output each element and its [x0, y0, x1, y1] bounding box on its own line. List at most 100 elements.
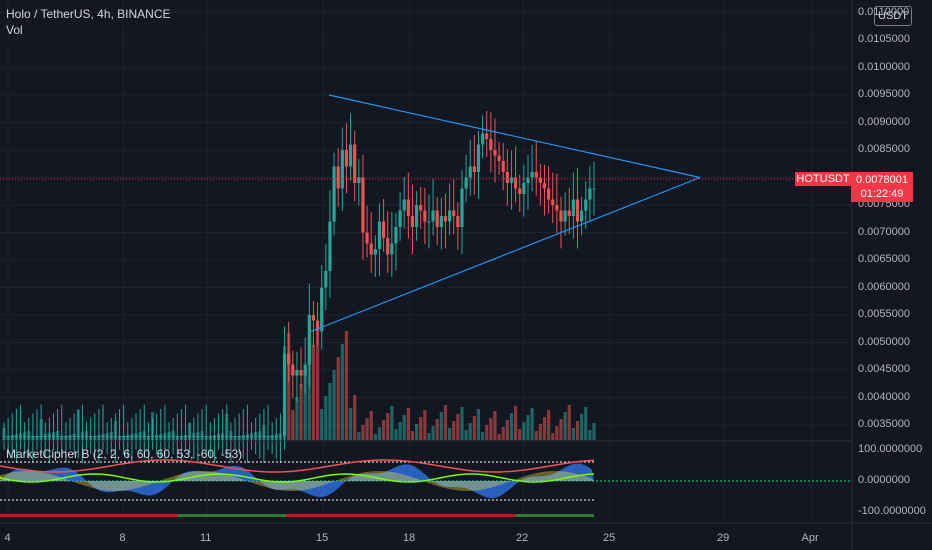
candle-body: [299, 370, 302, 376]
volume-bar: [485, 425, 488, 440]
volume-bar: [580, 414, 583, 440]
volume-bar: [592, 423, 595, 440]
indicator-tick-label: -100.0000000: [858, 505, 926, 517]
price-tick-label: 0.0055000: [858, 308, 910, 320]
candle-body: [233, 436, 236, 437]
candle-body: [407, 200, 410, 217]
candle-body: [295, 370, 298, 376]
candle-body: [452, 211, 455, 217]
candle-body: [502, 161, 505, 172]
candle-body: [493, 150, 496, 156]
volume-bar: [514, 406, 517, 440]
candle-body: [246, 436, 249, 437]
candle-body: [85, 436, 88, 437]
volume-bar: [444, 405, 447, 440]
candle-body: [217, 436, 220, 437]
candle-body: [444, 216, 447, 222]
candle-body: [489, 139, 492, 150]
candle-body: [192, 436, 195, 437]
time-tick-label: 29: [717, 532, 729, 544]
candle-body: [143, 436, 146, 437]
candle-body: [394, 227, 397, 244]
candle-body: [460, 189, 463, 228]
candle-body: [436, 211, 439, 228]
volume-bar: [407, 408, 410, 440]
candle-body: [60, 436, 63, 437]
volume-bar: [559, 419, 562, 440]
volume-bar: [320, 409, 323, 440]
volume-bar: [481, 432, 484, 440]
volume-bar: [390, 406, 393, 440]
chart-title: Holo / TetherUS, 4h, BINANCE: [6, 7, 171, 21]
volume-bar: [332, 370, 335, 440]
time-tick-label: 15: [316, 532, 328, 544]
candle-body: [498, 156, 501, 162]
candle-body: [44, 436, 47, 437]
volume-bar: [312, 345, 315, 440]
candle-body: [551, 200, 554, 206]
volume-bar: [539, 424, 542, 440]
candle-body: [469, 167, 472, 178]
volume-label: Vol: [6, 23, 23, 37]
candle-body: [176, 436, 179, 437]
last-price-tag: 0.0078001 01:22:49: [851, 172, 913, 202]
volume-bar: [522, 422, 525, 440]
candle-body: [200, 436, 203, 437]
volume-bar: [324, 396, 327, 440]
volume-bar: [464, 430, 467, 440]
candle-body: [258, 436, 261, 437]
candle-body: [221, 436, 224, 437]
candle-body: [547, 189, 550, 200]
candle-body: [27, 436, 30, 437]
candle-body: [431, 211, 434, 222]
candle-body: [555, 205, 558, 211]
candle-body: [172, 436, 175, 437]
indicator-tick-label: 0.0000000: [858, 474, 910, 486]
volume-bar: [440, 412, 443, 440]
last-price-value: 0.0078001: [851, 173, 913, 187]
volume-bar: [328, 383, 331, 440]
candle-body: [155, 436, 158, 437]
candle-body: [275, 436, 278, 437]
candle-body: [11, 436, 14, 437]
candle-body: [531, 172, 534, 178]
candle-body: [576, 200, 579, 222]
volume-bar: [547, 410, 550, 440]
price-tick-label: 0.0095000: [858, 88, 910, 100]
candle-body: [312, 315, 315, 321]
candle-body: [592, 189, 595, 190]
candle-body: [271, 436, 274, 437]
candle-body: [506, 172, 509, 183]
price-tick-label: 0.0045000: [858, 363, 910, 375]
candle-body: [15, 436, 18, 437]
candle-body: [126, 436, 129, 437]
candle-body: [398, 211, 401, 228]
candle-body: [341, 150, 344, 189]
candle-body: [349, 145, 352, 167]
candle-body: [73, 436, 76, 437]
candle-body: [464, 178, 467, 189]
volume-bar: [510, 413, 513, 440]
price-tick-label: 0.0090000: [858, 116, 910, 128]
candle-body: [209, 436, 212, 437]
volume-bar: [361, 425, 364, 440]
price-tick-label: 0.0040000: [858, 391, 910, 403]
candle-body: [584, 200, 587, 211]
volume-bar: [291, 410, 294, 440]
volume-bar: [374, 434, 377, 440]
volume-bar: [423, 410, 426, 440]
volume-bar: [295, 397, 298, 440]
price-tick-label: 0.0050000: [858, 336, 910, 348]
candle-body: [386, 238, 389, 255]
volume-bar: [415, 424, 418, 440]
volume-bar: [299, 384, 302, 440]
trendlines[interactable]: [311, 95, 700, 332]
volume-bar: [337, 357, 340, 440]
volume-bar: [378, 427, 381, 440]
candle-body: [118, 436, 121, 437]
candle-body: [35, 436, 38, 437]
candle-body: [196, 436, 199, 437]
candle-body: [139, 436, 142, 437]
candle-body: [242, 436, 245, 437]
